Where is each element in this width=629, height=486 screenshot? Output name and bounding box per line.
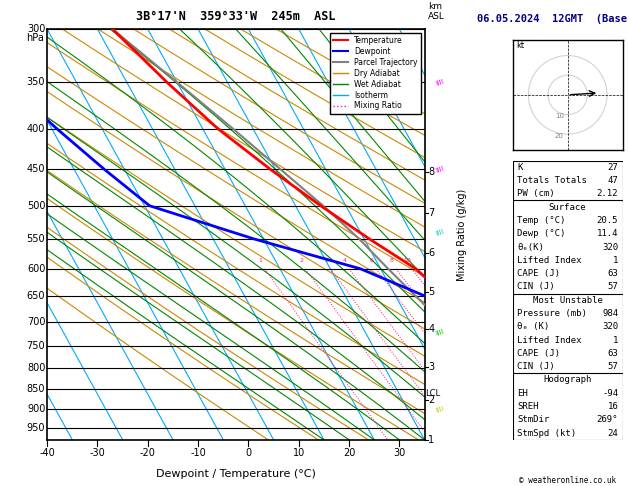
Text: CIN (J): CIN (J) [517,362,555,371]
Text: K: K [517,163,523,172]
Text: 57: 57 [608,362,618,371]
Text: θₑ (K): θₑ (K) [517,322,549,331]
Text: 900: 900 [27,404,45,414]
Text: 2: 2 [428,395,435,405]
Text: 24: 24 [608,429,618,438]
Text: 3B°17'N  359°33'W  245m  ASL: 3B°17'N 359°33'W 245m ASL [136,10,336,23]
Text: 5: 5 [428,287,435,296]
Text: Dewp (°C): Dewp (°C) [517,229,565,238]
Text: 57: 57 [608,282,618,292]
Text: 600: 600 [27,264,45,274]
Text: hPa: hPa [26,33,44,43]
Text: 300: 300 [27,24,45,34]
Text: -20: -20 [140,448,156,458]
Text: -40: -40 [39,448,55,458]
Text: -10: -10 [190,448,206,458]
Text: 06.05.2024  12GMT  (Base: 06): 06.05.2024 12GMT (Base: 06) [477,14,629,24]
Text: 3: 3 [428,362,435,371]
Text: Most Unstable: Most Unstable [533,295,603,305]
Text: © weatheronline.co.uk: © weatheronline.co.uk [519,476,616,485]
Legend: Temperature, Dewpoint, Parcel Trajectory, Dry Adiabat, Wet Adiabat, Isotherm, Mi: Temperature, Dewpoint, Parcel Trajectory… [330,33,421,114]
Text: Hodograph: Hodograph [543,376,592,384]
Text: 800: 800 [27,363,45,373]
Text: StmDir: StmDir [517,416,549,424]
Text: 450: 450 [27,164,45,174]
Text: -30: -30 [89,448,106,458]
Text: Totals Totals: Totals Totals [517,176,587,185]
Text: 850: 850 [27,384,45,394]
Text: ||||: |||| [435,165,445,173]
Text: Dewpoint / Temperature (°C): Dewpoint / Temperature (°C) [156,469,316,479]
Text: 16: 16 [608,402,618,411]
Text: Pressure (mb): Pressure (mb) [517,309,587,318]
Text: 6: 6 [428,248,435,258]
Text: 320: 320 [602,243,618,252]
Text: 269°: 269° [597,416,618,424]
Text: 6: 6 [370,258,374,263]
Text: CIN (J): CIN (J) [517,282,555,292]
Text: ||||: |||| [435,405,445,413]
Text: Mixing Ratio (g/kg): Mixing Ratio (g/kg) [457,189,467,280]
Text: 7: 7 [428,208,435,218]
Text: LCL: LCL [425,389,440,398]
Text: kt: kt [516,41,525,50]
Text: 950: 950 [27,423,45,433]
Text: CAPE (J): CAPE (J) [517,269,560,278]
Text: ||||: |||| [435,79,445,87]
Text: 63: 63 [608,269,618,278]
Text: StmSpd (kt): StmSpd (kt) [517,429,576,438]
Text: 1: 1 [613,336,618,345]
Text: 750: 750 [26,341,45,351]
Text: 400: 400 [27,123,45,134]
Text: 10: 10 [555,113,564,120]
Text: 2: 2 [299,258,303,263]
Text: 30: 30 [393,448,406,458]
Text: Lifted Index: Lifted Index [517,336,582,345]
Text: km
ASL: km ASL [428,2,445,21]
Text: CAPE (J): CAPE (J) [517,349,560,358]
Text: Lifted Index: Lifted Index [517,256,582,265]
Text: 650: 650 [27,292,45,301]
Text: -94: -94 [602,389,618,398]
Text: 10: 10 [292,448,305,458]
Text: 984: 984 [602,309,618,318]
Text: 550: 550 [26,234,45,243]
Text: 11.4: 11.4 [597,229,618,238]
Text: 8: 8 [428,167,435,176]
Text: 1: 1 [613,256,618,265]
Text: 20: 20 [555,133,564,139]
Text: 63: 63 [608,349,618,358]
Text: 47: 47 [608,176,618,185]
Text: Surface: Surface [549,203,586,211]
Text: 10: 10 [404,258,411,263]
Text: 27: 27 [608,163,618,172]
Text: SREH: SREH [517,402,538,411]
Text: 2.12: 2.12 [597,190,618,198]
Text: 500: 500 [27,201,45,211]
Text: 1: 1 [259,258,262,263]
Text: PW (cm): PW (cm) [517,190,555,198]
Text: 700: 700 [27,317,45,327]
Text: 4: 4 [343,258,347,263]
Text: 20: 20 [343,448,355,458]
Text: θₑ(K): θₑ(K) [517,243,544,252]
Text: 320: 320 [602,322,618,331]
Text: 350: 350 [27,77,45,87]
Text: 4: 4 [428,325,435,334]
Text: 20.5: 20.5 [597,216,618,225]
Text: 0: 0 [245,448,252,458]
Text: 8: 8 [390,258,394,263]
Text: ||||: |||| [435,228,445,236]
Text: 3: 3 [325,258,328,263]
Text: ||||: |||| [435,328,445,336]
Text: EH: EH [517,389,528,398]
Text: 1: 1 [428,435,435,445]
Text: Temp (°C): Temp (°C) [517,216,565,225]
